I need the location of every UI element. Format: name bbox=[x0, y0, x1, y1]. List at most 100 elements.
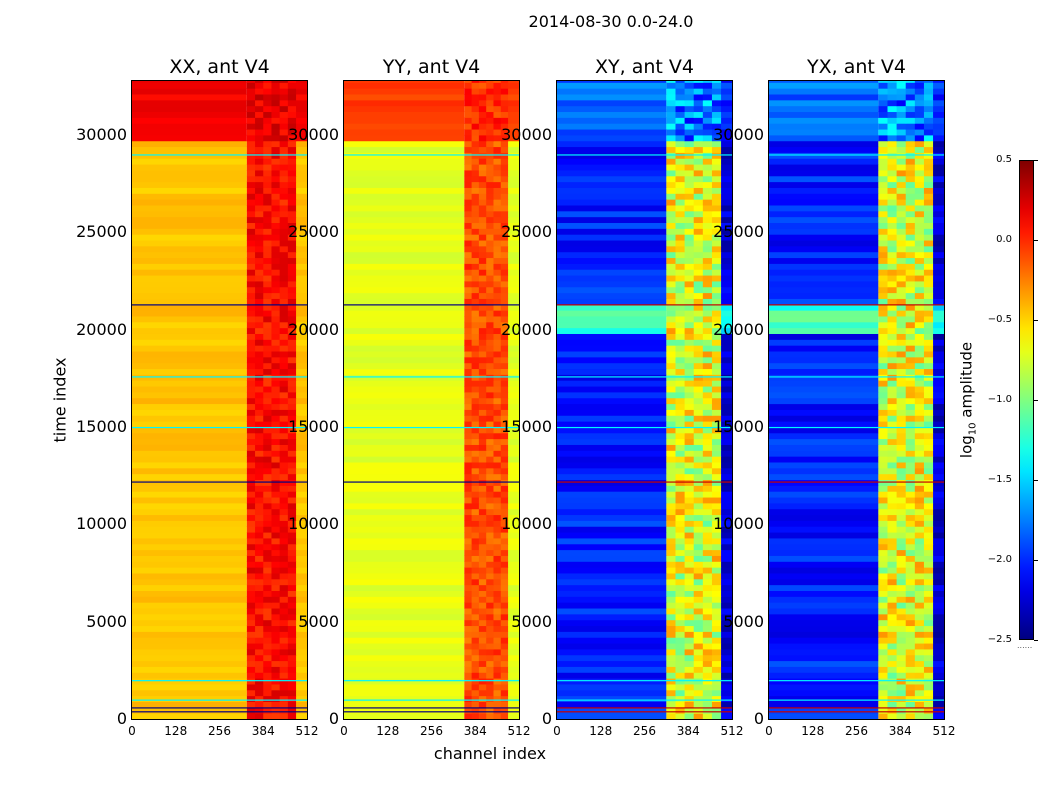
heatmap-band-cell bbox=[255, 304, 264, 311]
heatmap-band-cell bbox=[923, 555, 934, 562]
heatmap-band-cell bbox=[246, 269, 256, 276]
heatmap-band-cell bbox=[255, 444, 264, 451]
heatmap-band-cell bbox=[478, 158, 487, 165]
heatmap-band-cell bbox=[279, 275, 289, 282]
heatmap-band-cell bbox=[887, 526, 898, 533]
heatmap-band-cell bbox=[878, 269, 888, 276]
heatmap-band-cell bbox=[271, 164, 281, 171]
heatmap-band-cell bbox=[887, 193, 898, 200]
heatmap-row-edge bbox=[933, 82, 944, 89]
y-tick-label: 0 bbox=[116, 709, 127, 728]
heatmap-band-cell bbox=[887, 158, 898, 165]
heatmap-band-cell bbox=[471, 228, 480, 235]
heatmap-band-cell bbox=[684, 631, 695, 638]
heatmap-band-cell bbox=[287, 245, 297, 253]
heatmap-band-cell bbox=[878, 456, 888, 463]
heatmap-band-cell bbox=[486, 193, 494, 200]
heatmap-band-cell bbox=[500, 572, 509, 580]
heatmap-band-cell bbox=[478, 426, 487, 434]
heatmap-band-cell bbox=[486, 549, 494, 556]
heatmap-band-cell bbox=[464, 298, 473, 305]
heatmap-row bbox=[344, 561, 465, 568]
heatmap-band-cell bbox=[255, 602, 264, 609]
heatmap-band-cell bbox=[693, 140, 704, 148]
heatmap-row-edge bbox=[721, 438, 732, 445]
heatmap-band-cell bbox=[666, 555, 676, 562]
heatmap-band-cell bbox=[914, 269, 925, 276]
heatmap-band-cell bbox=[287, 228, 297, 235]
heatmap-band-cell bbox=[263, 403, 272, 410]
heatmap-band-cell bbox=[478, 240, 487, 247]
heatmap-band-cell bbox=[271, 129, 281, 136]
heatmap-band-cell bbox=[666, 117, 676, 124]
heatmap-band-cell bbox=[500, 461, 509, 469]
heatmap-band-cell bbox=[478, 608, 487, 615]
bright-line bbox=[344, 376, 519, 378]
heatmap-band-cell bbox=[914, 508, 925, 516]
heatmap-band-cell bbox=[693, 240, 704, 247]
heatmap-row-edge bbox=[933, 111, 944, 118]
heatmap-band-cell bbox=[287, 269, 297, 276]
heatmap-band-cell bbox=[471, 421, 480, 428]
heatmap-row bbox=[557, 683, 667, 691]
heatmap-band-cell bbox=[486, 567, 494, 574]
heatmap-band-cell bbox=[684, 175, 695, 183]
heatmap-band-cell bbox=[493, 567, 502, 574]
heatmap-band-cell bbox=[923, 99, 934, 107]
heatmap-row-edge bbox=[721, 105, 732, 113]
heatmap-band-cell bbox=[471, 123, 480, 130]
heatmap-row bbox=[132, 193, 247, 200]
heatmap-band-cell bbox=[255, 660, 264, 667]
heatmap-band-cell bbox=[263, 99, 272, 107]
heatmap-band-cell bbox=[471, 426, 480, 434]
heatmap-row bbox=[344, 81, 465, 83]
heatmap-row bbox=[557, 613, 667, 621]
heatmap-band-cell bbox=[279, 374, 289, 381]
heatmap-band-cell bbox=[464, 654, 473, 662]
heatmap-row-edge bbox=[296, 555, 307, 562]
heatmap-row bbox=[557, 648, 667, 656]
heatmap-band-cell bbox=[666, 94, 676, 101]
heatmap-band-cell bbox=[493, 158, 502, 165]
heatmap-row bbox=[769, 561, 879, 568]
heatmap-band-cell bbox=[711, 210, 722, 218]
heatmap-band-cell bbox=[887, 199, 898, 206]
heatmap-row bbox=[769, 584, 879, 591]
heatmap-band-cell bbox=[675, 602, 686, 609]
heatmap-band-cell bbox=[896, 415, 907, 422]
heatmap-row bbox=[344, 438, 465, 445]
heatmap-band-cell bbox=[905, 321, 916, 329]
heatmap-band-cell bbox=[887, 111, 898, 118]
heatmap-band-cell bbox=[279, 608, 289, 615]
heatmap-row-edge bbox=[721, 391, 732, 399]
heatmap-band-cell bbox=[878, 380, 888, 387]
heatmap-band-cell bbox=[711, 456, 722, 463]
heatmap-row bbox=[769, 175, 879, 183]
heatmap-band-cell bbox=[464, 286, 473, 294]
heatmap-band-cell bbox=[478, 391, 487, 399]
heatmap-band-cell bbox=[693, 497, 704, 504]
heatmap-band-cell bbox=[914, 263, 925, 270]
heatmap-band-cell bbox=[666, 643, 676, 650]
heatmap-row-edge bbox=[933, 555, 944, 562]
heatmap-band-cell bbox=[287, 356, 297, 364]
heatmap-band-cell bbox=[287, 596, 297, 603]
heatmap-band-cell bbox=[279, 643, 289, 650]
heatmap-band-cell bbox=[478, 362, 487, 370]
heatmap-band-cell bbox=[702, 216, 713, 224]
heatmap-band-cell bbox=[471, 374, 480, 381]
heatmap-band-cell bbox=[287, 631, 297, 638]
heatmap-band-cell bbox=[486, 491, 494, 498]
heatmap-band-cell bbox=[464, 625, 473, 632]
heatmap-band-cell bbox=[878, 88, 888, 95]
heatmap-band-cell bbox=[905, 251, 916, 259]
heatmap-row-edge bbox=[721, 678, 732, 685]
heatmap-band-cell bbox=[464, 310, 473, 317]
heatmap-band-cell bbox=[464, 263, 473, 270]
heatmap-band-cell bbox=[500, 426, 509, 434]
heatmap-band-cell bbox=[878, 374, 888, 381]
heatmap-row bbox=[557, 164, 667, 171]
heatmap-band-cell bbox=[255, 415, 264, 422]
heatmap-band-cell bbox=[500, 105, 509, 113]
heatmap-band-cell bbox=[878, 654, 888, 662]
